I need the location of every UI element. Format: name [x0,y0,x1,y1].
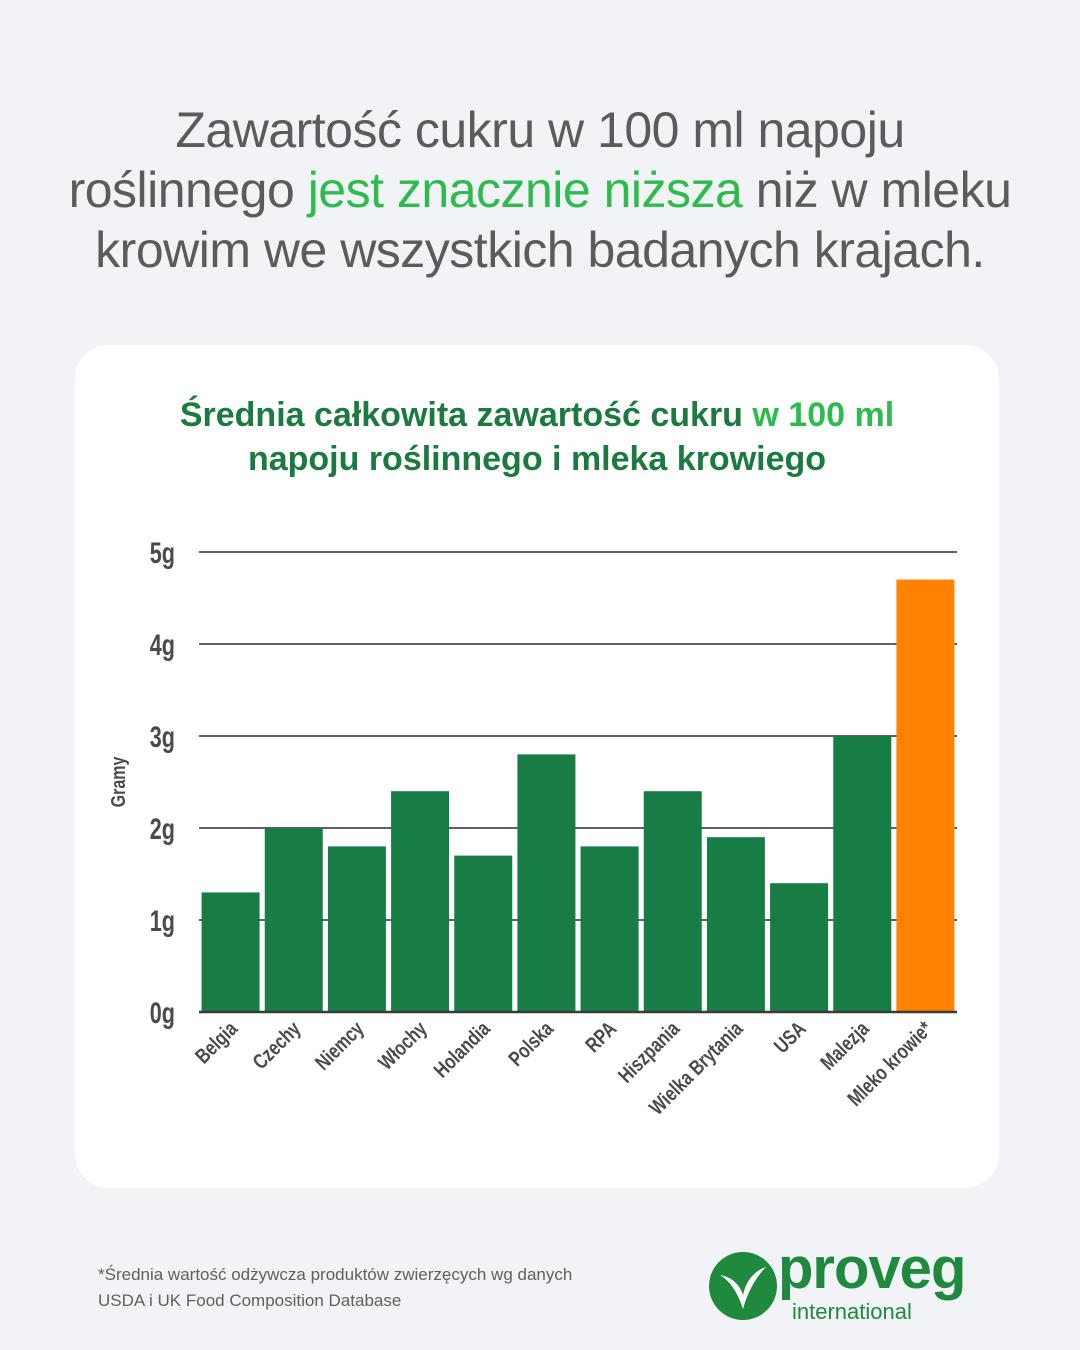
bar [327,846,386,1012]
y-tick-label: 1g [150,903,175,937]
leaf-logo-icon [709,1252,777,1320]
bar [643,791,702,1012]
proveg-logo: proveg international [708,1239,1008,1330]
chart-title-text-2: napoju roślinnego i mleka krowiego [247,440,827,478]
x-tick-label: Niemcy [310,1016,368,1074]
headline-text-1: Zawartość cukru w 100 ml napoju roślinne… [68,102,906,218]
headline-text-2: niż w mleku krowim we wszystkich badanyc… [95,162,1012,278]
x-tick-label: Belgia [190,1016,242,1068]
bar [706,837,765,1012]
y-tick-label: 2g [150,811,175,845]
bar-chart: 0g 1g 2g 3g 4g 5g Gramy Belgia Czechy Niemcy Włoch… [107,535,957,1119]
bar-cow-milk [896,579,955,1012]
footnote: *Średnia wartość odżywcza produktów zwie… [98,1262,698,1314]
footnote-line-1: *Średnia wartość odżywcza produktów zwie… [98,1265,573,1284]
bar [770,883,829,1012]
bar [580,846,639,1012]
y-tick-label: 4g [150,627,175,661]
chart-title-highlight: w 100 ml [752,396,895,434]
y-axis-label: Gramy [107,757,129,808]
y-tick-label: 3g [150,719,175,753]
chart-title: Średnia całkowita zawartość cukru w 100 … [75,393,999,481]
x-tick-label: Włochy [374,1016,432,1074]
bar [201,892,260,1012]
x-tick-label: Holandia [429,1016,495,1082]
bar [833,736,892,1012]
bar [391,791,450,1012]
x-tick-label: USA [769,1016,810,1057]
logo-word: proveg [778,1236,966,1301]
chart-card: Średnia całkowita zawartość cukru w 100 … [75,345,999,1188]
logo-subtitle: international [792,1299,912,1324]
bar [517,754,576,1012]
x-tick-label: Czechy [248,1016,305,1073]
y-tick-label: 5g [150,535,175,569]
chart-title-text-1: Średnia całkowita zawartość cukru [179,396,753,434]
y-tick-label: 0g [150,995,175,1029]
x-tick-label: Polska [504,1016,558,1070]
x-tick-label: Malezja [816,1016,874,1074]
bar [264,828,323,1012]
footnote-line-2: USDA i UK Food Composition Database [98,1291,402,1310]
headline-highlight: jest znacznie niższa [307,162,743,218]
x-tick-label: RPA [581,1016,621,1056]
headline: Zawartość cukru w 100 ml napoju roślinne… [60,100,1020,280]
bar [454,855,513,1012]
